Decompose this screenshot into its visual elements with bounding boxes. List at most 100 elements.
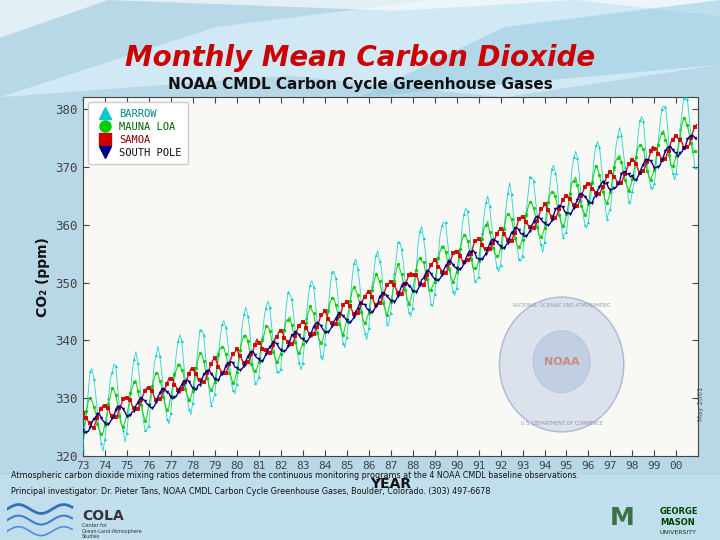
Point — [84, 393, 96, 402]
Point — [216, 320, 228, 328]
Point — [477, 235, 488, 244]
Point — [249, 379, 261, 387]
Point — [505, 236, 517, 245]
Point — [194, 349, 206, 357]
Point — [315, 339, 327, 347]
Point — [418, 234, 429, 242]
Point — [297, 334, 308, 343]
Point — [407, 271, 418, 279]
Point — [458, 259, 469, 268]
Point — [121, 429, 132, 437]
Point — [535, 233, 546, 241]
Point — [575, 192, 587, 200]
Point — [400, 279, 411, 288]
Point — [231, 368, 243, 376]
Point — [645, 157, 657, 166]
Point — [678, 93, 690, 102]
Point — [253, 338, 264, 347]
Point — [154, 377, 166, 386]
Point — [184, 369, 195, 378]
Point — [128, 377, 140, 386]
Point — [95, 429, 107, 438]
Point — [289, 328, 301, 336]
Point — [484, 227, 495, 236]
Point — [605, 185, 616, 194]
Point — [370, 269, 382, 278]
Point — [150, 395, 162, 404]
Point — [465, 248, 477, 256]
Point — [649, 144, 660, 153]
Point — [634, 141, 646, 150]
Point — [685, 132, 697, 141]
Point — [374, 257, 385, 266]
Point — [433, 263, 444, 272]
Point — [582, 200, 594, 208]
Point — [356, 299, 367, 307]
Point — [374, 293, 385, 301]
Point — [436, 268, 448, 276]
Point — [502, 210, 513, 218]
Point — [242, 353, 253, 361]
Point — [326, 319, 338, 327]
Point — [531, 212, 543, 221]
Point — [279, 326, 290, 334]
Point — [356, 298, 367, 307]
Point — [341, 316, 352, 325]
Text: NOAA CMDL Carbon Cycle Greenhouse Gases: NOAA CMDL Carbon Cycle Greenhouse Gases — [168, 77, 552, 92]
Point — [289, 337, 301, 346]
Point — [513, 243, 525, 252]
Point — [528, 224, 539, 232]
Point — [323, 315, 334, 323]
Point — [407, 287, 418, 295]
Point — [652, 149, 664, 158]
Point — [114, 403, 125, 411]
Point — [99, 401, 111, 410]
Point — [312, 329, 323, 338]
Point — [400, 280, 411, 288]
Point — [510, 234, 521, 243]
Point — [410, 266, 422, 275]
Point — [480, 249, 492, 258]
Point — [678, 144, 690, 152]
Point — [88, 374, 99, 383]
Point — [487, 244, 499, 252]
Point — [598, 178, 609, 186]
Polygon shape — [0, 0, 720, 38]
Point — [114, 404, 125, 413]
Point — [505, 190, 517, 198]
Point — [531, 217, 543, 225]
Point — [224, 360, 235, 368]
Point — [312, 319, 323, 327]
Text: May 2001: May 2001 — [698, 387, 704, 421]
Point — [286, 321, 297, 329]
Point — [389, 298, 400, 306]
Point — [297, 359, 308, 367]
Point — [345, 295, 356, 304]
Point — [323, 306, 334, 315]
Point — [480, 221, 492, 230]
Point — [117, 426, 129, 434]
Point — [598, 187, 609, 196]
Point — [487, 233, 499, 242]
Point — [465, 249, 477, 258]
Point — [231, 345, 243, 353]
Point — [605, 187, 616, 196]
Point — [224, 356, 235, 365]
Point — [370, 251, 382, 260]
Point — [465, 247, 477, 255]
Point — [256, 336, 268, 345]
Point — [191, 362, 202, 370]
Polygon shape — [360, 0, 720, 97]
Point — [205, 400, 217, 409]
Point — [451, 247, 462, 256]
Point — [161, 406, 173, 414]
Point — [176, 336, 187, 345]
Point — [205, 386, 217, 394]
Point — [140, 397, 151, 406]
Point — [410, 265, 422, 274]
X-axis label: YEAR: YEAR — [370, 477, 411, 491]
Point — [366, 308, 378, 316]
Point — [616, 179, 627, 187]
Point — [216, 342, 228, 351]
Point — [601, 215, 613, 224]
